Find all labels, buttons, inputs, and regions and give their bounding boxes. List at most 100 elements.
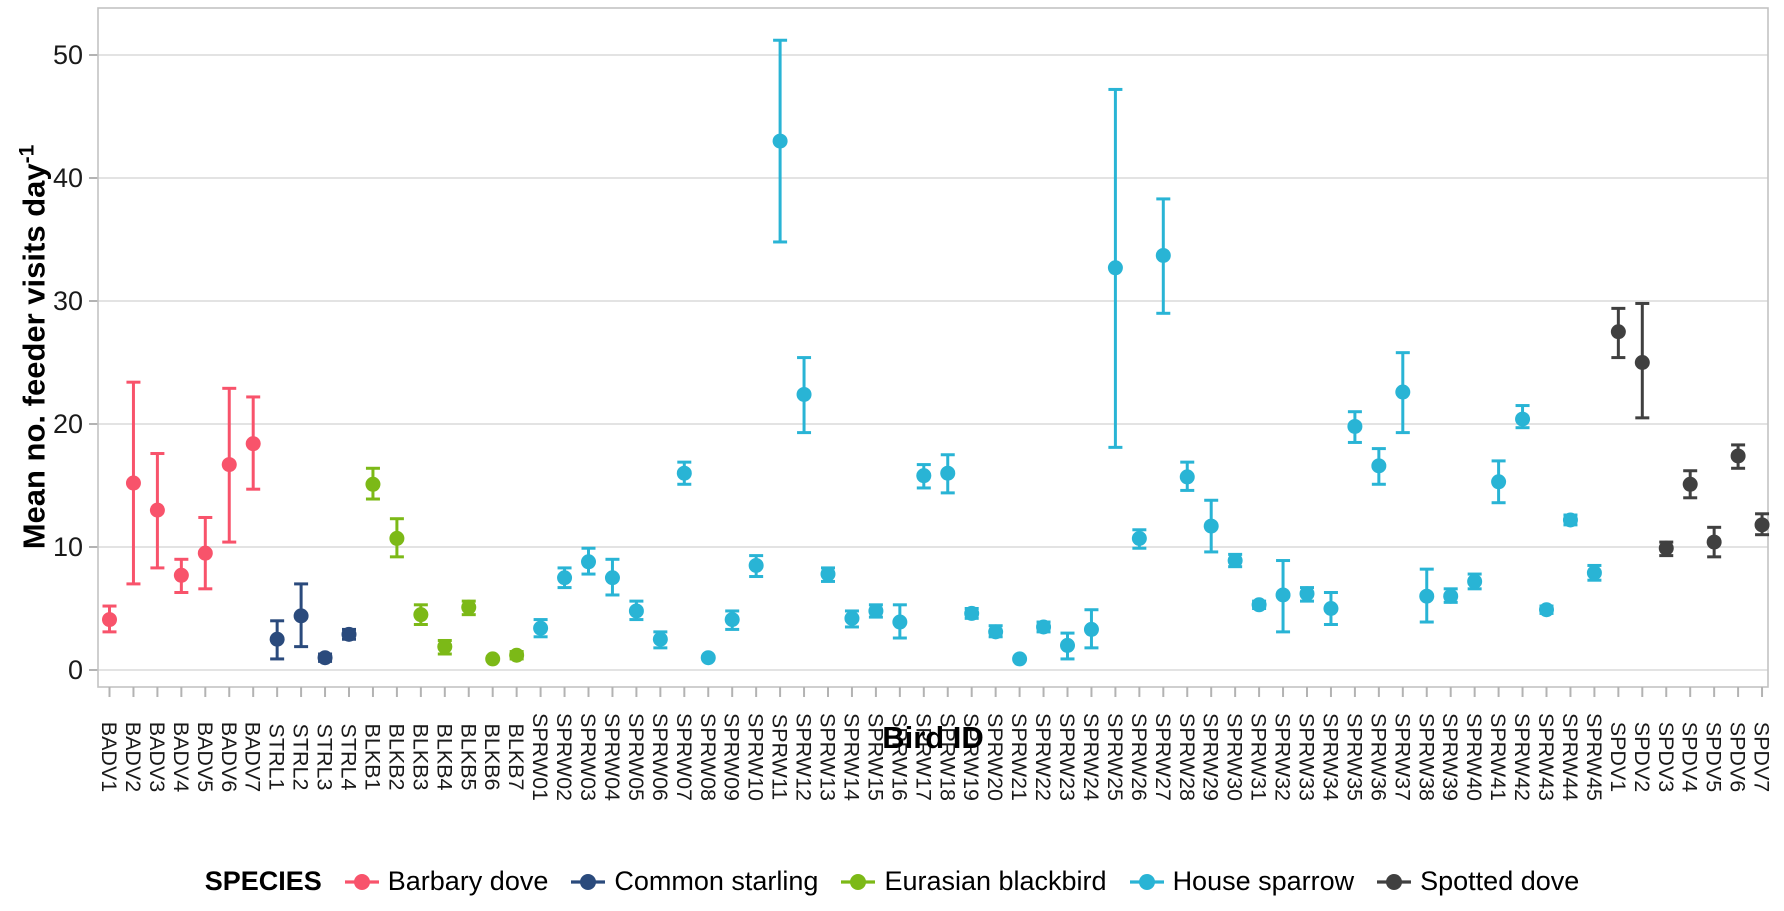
x-tick-label-SPRW21: SPRW21 bbox=[1007, 713, 1031, 801]
x-tick-label-SPDV4: SPDV4 bbox=[1678, 722, 1702, 793]
x-tick-label-SPRW42: SPRW42 bbox=[1510, 713, 1534, 801]
data-point-SPRW44 bbox=[1562, 512, 1578, 528]
x-tick-label-SPRW11: SPRW11 bbox=[768, 714, 792, 800]
data-point-SPRW18 bbox=[940, 465, 956, 481]
x-tick-label-SPRW36: SPRW36 bbox=[1366, 713, 1390, 801]
legend-item-barbary-dove: Barbary dove bbox=[344, 866, 549, 897]
data-point-SPRW36 bbox=[1371, 458, 1387, 474]
data-point-SPRW24 bbox=[1083, 621, 1099, 637]
x-tick-label-SPRW13: SPRW13 bbox=[816, 713, 840, 801]
data-point-SPRW30 bbox=[1227, 553, 1243, 569]
data-point-BLKB1 bbox=[365, 476, 381, 492]
data-point-BADV3 bbox=[149, 502, 165, 518]
x-tick-label-SPRW38: SPRW38 bbox=[1414, 713, 1438, 801]
y-axis-title-superscript: -1 bbox=[15, 144, 39, 164]
x-tick-label-BLKB3: BLKB3 bbox=[408, 724, 432, 791]
x-tick-label-BADV7: BADV7 bbox=[241, 722, 265, 793]
x-tick-label-SPRW40: SPRW40 bbox=[1462, 713, 1486, 801]
data-point-SPRW28 bbox=[1179, 469, 1195, 485]
x-tick-label-SPRW35: SPRW35 bbox=[1342, 713, 1366, 801]
legend-item-eurasian-blackbird: Eurasian blackbird bbox=[840, 866, 1107, 897]
data-point-SPRW14 bbox=[844, 610, 860, 626]
legend-title: SPECIES bbox=[204, 866, 322, 896]
x-axis-title: Bird ID bbox=[882, 720, 984, 755]
y-tick-label: 20 bbox=[53, 409, 83, 439]
x-tick-label-SPRW39: SPRW39 bbox=[1438, 713, 1462, 801]
data-point-SPRW07 bbox=[676, 465, 692, 481]
legend-item-common-starling: Common starling bbox=[570, 866, 818, 897]
data-point-SPRW10 bbox=[748, 557, 764, 573]
x-tick-label-SPRW08: SPRW08 bbox=[696, 713, 720, 801]
x-tick-label-SPRW02: SPRW02 bbox=[552, 713, 576, 801]
data-point-SPRW34 bbox=[1323, 601, 1339, 616]
data-point-SPRW15 bbox=[868, 603, 884, 619]
x-tick-label-SPRW14: SPRW14 bbox=[839, 713, 863, 801]
y-tick-label: 0 bbox=[68, 655, 83, 685]
data-point-BADV7 bbox=[245, 436, 261, 452]
y-tick-label: 40 bbox=[53, 163, 83, 193]
x-tick-label-SPRW01: SPRW01 bbox=[528, 713, 552, 801]
legend-label-barbary-dove: Barbary dove bbox=[387, 866, 549, 896]
panel-border bbox=[97, 7, 1769, 688]
data-point-SPRW01 bbox=[533, 620, 549, 636]
data-point-SPRW09 bbox=[724, 612, 740, 628]
x-tick-label-BADV1: BADV1 bbox=[97, 722, 121, 793]
data-point-SPDV2 bbox=[1634, 355, 1650, 370]
legend-label-eurasian-blackbird: Eurasian blackbird bbox=[884, 866, 1107, 896]
x-tick-label-SPRW20: SPRW20 bbox=[983, 713, 1007, 801]
legend-key-pointrange-icon bbox=[1377, 873, 1412, 890]
y-tick-label: 30 bbox=[53, 286, 83, 316]
data-point-BLKB3 bbox=[413, 607, 429, 623]
x-tick-label-SPRW22: SPRW22 bbox=[1031, 713, 1055, 801]
x-tick-label-SPRW43: SPRW43 bbox=[1534, 713, 1558, 801]
data-point-SPRW05 bbox=[628, 603, 644, 619]
data-point-SPRW23 bbox=[1060, 637, 1075, 653]
x-tick-label-BLKB6: BLKB6 bbox=[480, 724, 504, 791]
x-tick-label-SPRW15: SPRW15 bbox=[863, 713, 887, 801]
legend-label-common-starling: Common starling bbox=[614, 866, 819, 896]
data-point-BLKB2 bbox=[389, 530, 405, 546]
data-point-SPRW20 bbox=[988, 624, 1004, 640]
data-point-SPRW17 bbox=[916, 468, 932, 484]
legend-item-spotted-dove: Spotted dove bbox=[1376, 866, 1579, 897]
legend-key-pointrange-icon bbox=[1129, 873, 1164, 890]
x-tick-label-SPDV3: SPDV3 bbox=[1654, 722, 1678, 793]
x-tick-label-SPRW04: SPRW04 bbox=[600, 713, 624, 801]
data-point-BADV1 bbox=[102, 612, 117, 628]
data-point-SPRW13 bbox=[820, 566, 836, 582]
x-tick-label-SPRW05: SPRW05 bbox=[624, 713, 648, 801]
data-point-SPRW40 bbox=[1467, 573, 1483, 589]
x-tick-label-SPRW33: SPRW33 bbox=[1295, 713, 1319, 801]
data-point-SPRW42 bbox=[1515, 411, 1531, 427]
x-tick-label-BLKB4: BLKB4 bbox=[432, 724, 456, 791]
x-tick-label-STRL2: STRL2 bbox=[289, 724, 313, 791]
data-point-SPRW11 bbox=[772, 133, 788, 149]
y-tick-label: 10 bbox=[53, 532, 83, 562]
data-point-SPRW43 bbox=[1539, 602, 1554, 618]
legend-key-pointrange-icon bbox=[841, 873, 876, 890]
legend-label-spotted-dove: Spotted dove bbox=[1420, 866, 1580, 896]
x-tick-label-BADV5: BADV5 bbox=[193, 722, 217, 793]
x-tick-label-SPRW12: SPRW12 bbox=[792, 713, 816, 801]
data-point-SPDV1 bbox=[1610, 324, 1626, 340]
data-point-BADV5 bbox=[197, 545, 213, 561]
x-tick-label-SPRW31: SPRW31 bbox=[1247, 713, 1271, 801]
data-point-STRL4 bbox=[341, 626, 357, 642]
x-tick-label-SPDV1: SPDV1 bbox=[1606, 722, 1630, 793]
data-point-BADV4 bbox=[173, 567, 189, 583]
x-tick-label-SPRW45: SPRW45 bbox=[1582, 713, 1606, 801]
x-tick-label-SPRW29: SPRW29 bbox=[1199, 713, 1223, 801]
x-tick-label-SPRW37: SPRW37 bbox=[1390, 713, 1414, 801]
x-tick-label-SPRW27: SPRW27 bbox=[1151, 713, 1175, 801]
y-tick-label: 50 bbox=[53, 40, 83, 70]
x-tick-label-BADV6: BADV6 bbox=[217, 722, 241, 793]
x-tick-label-SPRW07: SPRW07 bbox=[672, 713, 696, 801]
x-tick-label-SPRW09: SPRW09 bbox=[720, 713, 744, 801]
x-tick-label-SPDV5: SPDV5 bbox=[1702, 722, 1726, 793]
legend-key-point bbox=[353, 873, 370, 890]
data-point-BLKB7 bbox=[509, 647, 525, 663]
data-point-SPRW41 bbox=[1491, 474, 1507, 490]
x-tick-label-SPRW26: SPRW26 bbox=[1127, 713, 1151, 801]
data-point-SPRW21 bbox=[1012, 651, 1028, 667]
